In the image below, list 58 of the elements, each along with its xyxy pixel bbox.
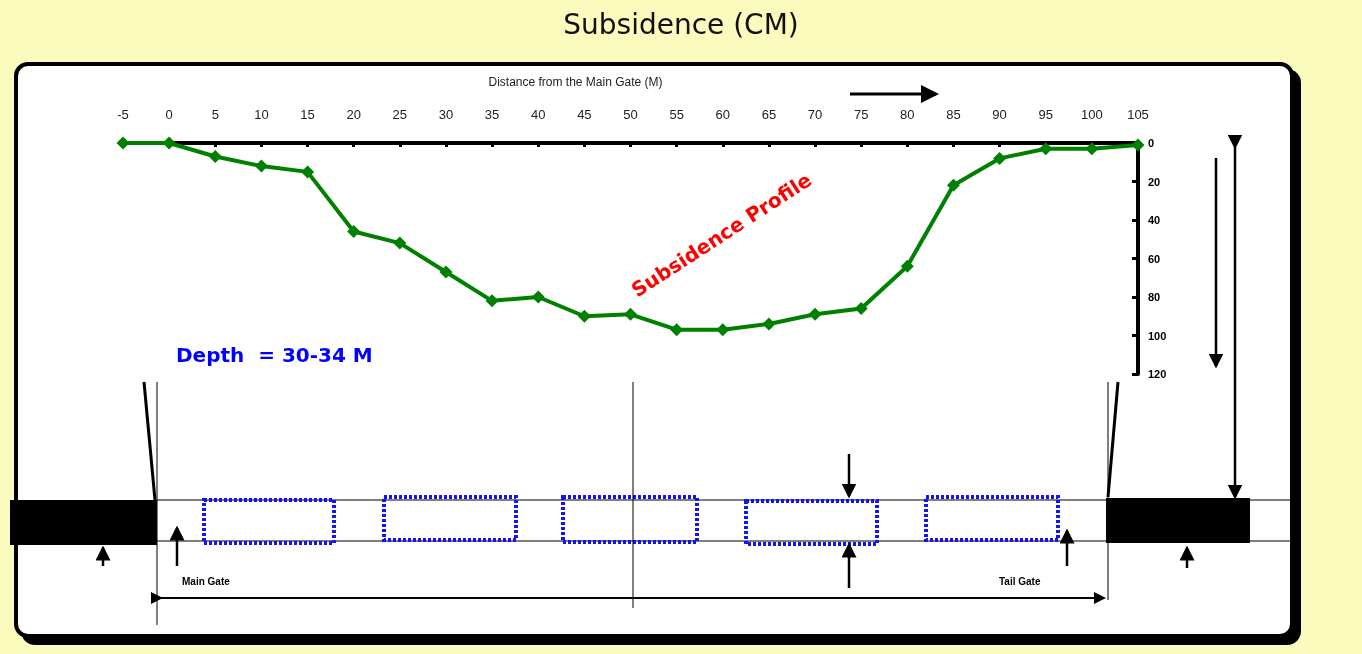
- point: [808, 307, 822, 321]
- x-tick-label: 85: [946, 107, 961, 122]
- y-tick-label: 80: [1148, 291, 1161, 303]
- point: [670, 323, 684, 337]
- annotation: Depth = 30-34 M: [176, 343, 373, 367]
- point: [993, 151, 1007, 165]
- point: [485, 294, 499, 308]
- x-tick-label: 100: [1081, 107, 1103, 122]
- x-tick-label: 35: [484, 107, 500, 122]
- point: [624, 307, 637, 321]
- point: [1085, 142, 1099, 156]
- point: [716, 323, 730, 337]
- point: [1131, 138, 1145, 152]
- x-tick-label: -5: [117, 107, 129, 122]
- x-tick-label: 65: [761, 107, 777, 122]
- point: [531, 290, 545, 304]
- x-tick-label: 20: [346, 107, 361, 122]
- point: [577, 309, 591, 323]
- x-tick-label: 55: [669, 107, 684, 122]
- y-tick-label: 40: [1148, 214, 1161, 226]
- point: [439, 265, 453, 279]
- x-tick-label: 5: [211, 107, 219, 122]
- point: [254, 159, 268, 173]
- x-axis-title: Distance from the Main Gate (M): [488, 75, 663, 89]
- point: [900, 259, 914, 273]
- y-tick-label: 20: [1148, 175, 1161, 188]
- point: [116, 136, 130, 150]
- point: [1039, 142, 1053, 156]
- y-tick-label: 120: [1148, 368, 1167, 380]
- x-tick-label: 95: [1038, 107, 1053, 122]
- y-tick-label: 100: [1148, 329, 1167, 342]
- y-tick-label: 60: [1148, 252, 1161, 265]
- y-tick-label: 0: [1148, 137, 1155, 149]
- point: [854, 302, 868, 316]
- point: [301, 165, 315, 179]
- x-tick-label: 105: [1127, 107, 1149, 122]
- x-tick-label: 10: [254, 107, 269, 122]
- point: [393, 236, 407, 250]
- chart-title: Subsidence (CM): [562, 8, 800, 41]
- x-tick-label: 90: [992, 107, 1007, 122]
- point: [946, 178, 960, 192]
- text: Main Gate: [182, 576, 230, 587]
- x-tick-label: 40: [530, 107, 546, 122]
- x-tick-label: 30: [438, 107, 454, 122]
- point: [162, 136, 176, 150]
- x-tick-label: 15: [300, 107, 315, 122]
- x-tick-label: 0: [165, 107, 173, 122]
- x-tick-label: 75: [853, 107, 869, 122]
- x-tick-label: 50: [623, 107, 638, 122]
- point: [762, 317, 776, 331]
- x-tick-label: 60: [715, 107, 731, 122]
- text: Tail Gate: [999, 576, 1041, 587]
- point: [347, 225, 361, 239]
- x-tick-label: 80: [900, 107, 915, 122]
- x-tick-label: 70: [807, 107, 823, 122]
- x-tick-label: 25: [392, 107, 408, 122]
- point: [208, 149, 222, 163]
- x-tick-label: 45: [577, 107, 592, 122]
